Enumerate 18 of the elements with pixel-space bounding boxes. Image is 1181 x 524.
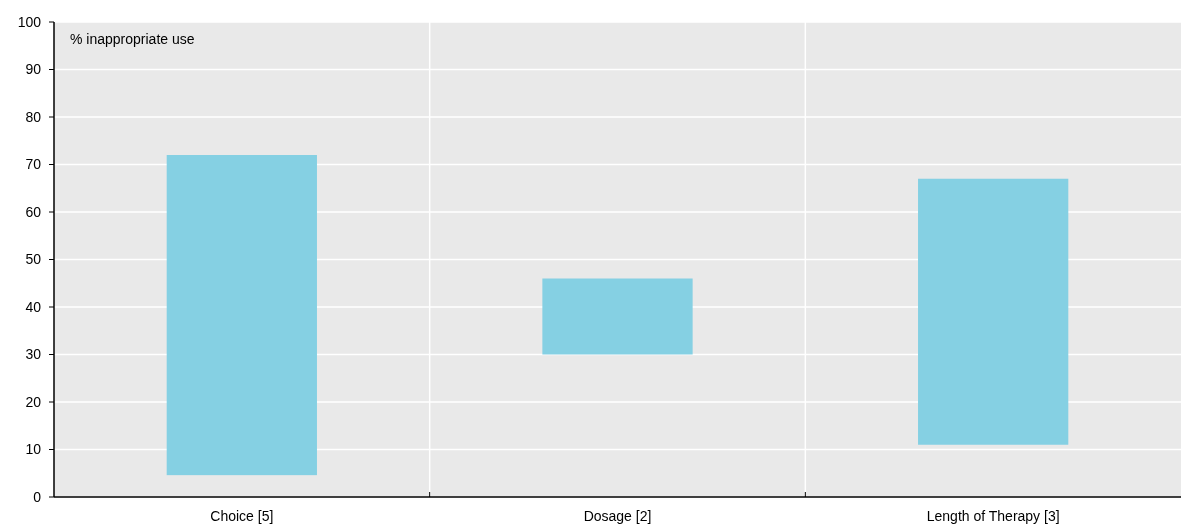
y-tick-label: 20 bbox=[25, 393, 42, 410]
y-tick-label: 90 bbox=[25, 61, 42, 78]
x-tick-label: Dosage [2] bbox=[583, 508, 652, 524]
y-tick-label: 80 bbox=[25, 108, 42, 125]
y-tick-label: 60 bbox=[25, 203, 42, 220]
x-tick-label: Length of Therapy [3] bbox=[926, 508, 1060, 524]
bar bbox=[542, 278, 693, 355]
y-tick-label: 0 bbox=[33, 488, 42, 505]
bar bbox=[166, 155, 317, 476]
y-axis-title: % inappropriate use bbox=[70, 31, 195, 47]
y-tick-label: 10 bbox=[25, 441, 42, 458]
y-tick-label: 40 bbox=[25, 298, 42, 315]
y-tick-label: 70 bbox=[25, 156, 42, 173]
y-tick-label: 50 bbox=[25, 251, 42, 268]
y-tick-label: 30 bbox=[25, 346, 42, 363]
x-tick-label: Choice [5] bbox=[210, 508, 274, 524]
bar bbox=[918, 178, 1069, 445]
y-tick-label: 100 bbox=[17, 13, 42, 30]
